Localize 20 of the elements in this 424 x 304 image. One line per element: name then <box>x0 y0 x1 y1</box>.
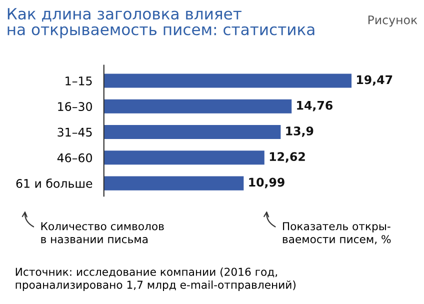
chart-title: Как длина заголовка влияет на открываемость писем: статистика <box>8 8 314 38</box>
data-label: 14,76 <box>297 100 332 112</box>
bar <box>104 99 292 114</box>
bar <box>104 124 281 140</box>
data-label: 13,9 <box>286 126 314 137</box>
y-tick-label: 46–60 <box>57 153 92 162</box>
data-label: 10,99 <box>249 178 284 188</box>
y-tick-label: 1–15 <box>66 76 92 86</box>
y-tick-label: 61 и больше <box>16 178 92 188</box>
y-tick-label: 31–45 <box>58 128 92 137</box>
data-label: 19,47 <box>357 75 392 86</box>
text: Рисунок <box>368 16 418 27</box>
bar <box>104 150 264 165</box>
data-label: 12,62 <box>270 152 305 163</box>
bar <box>104 176 244 190</box>
bar <box>104 74 352 88</box>
x-axis-title: Показатель откры- ваемости писем, % <box>282 222 391 244</box>
text: Источник: исследование компании (2016 год, проанализировано 1,7 млрд e-mail-отправлений) <box>16 268 296 291</box>
y-axis-title: Количество символов в названии письма <box>41 222 164 244</box>
y-tick-label: 16–30 <box>58 102 92 112</box>
